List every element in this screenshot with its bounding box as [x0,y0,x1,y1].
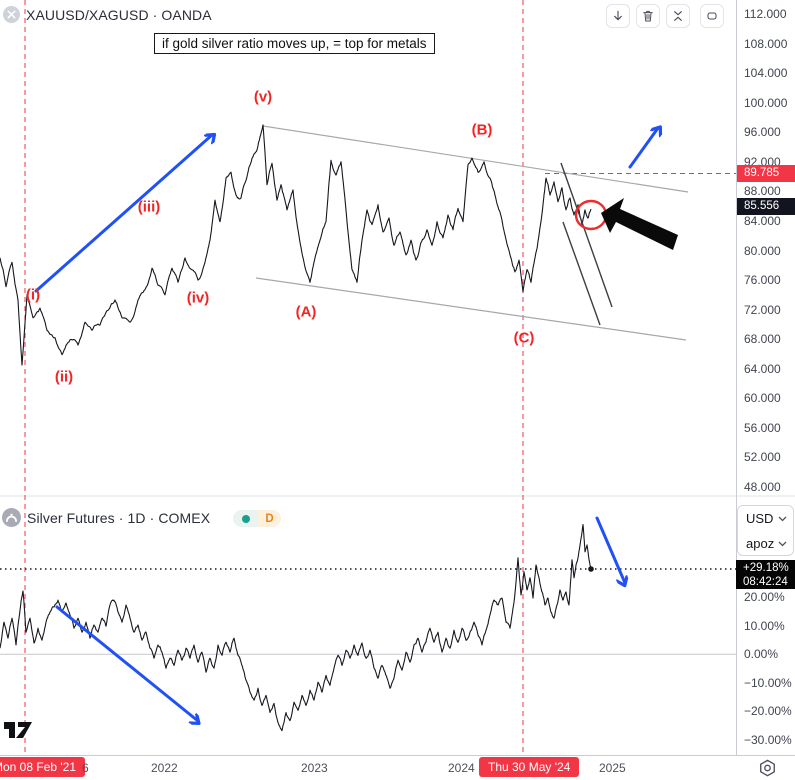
timezone-settings-button[interactable] [757,759,778,780]
year-tick-label: 2023 [301,761,328,775]
price-label-badge: 85.556 [737,198,795,215]
bottom-pane-header: Silver Futures · 1D · COMEX [2,508,210,527]
price-tick: 52.000 [744,451,781,463]
price-label-badge: 89.785 [737,165,795,182]
arrow-down-icon [610,8,626,24]
price-tick: 60.000 [744,392,781,404]
tradingview-logo[interactable] [2,720,36,740]
silver-coin-glyph [5,512,18,523]
collapse-icon [670,8,686,24]
date-badge: Thu 30 May '24 [479,757,579,777]
highlight-circle[interactable] [576,201,606,229]
price-tick: 76.000 [744,274,781,286]
collapse-pane-button[interactable] [666,4,690,28]
trash-icon [640,8,656,24]
price-tick: 100.000 [744,97,787,109]
scale-unit-box: USD apoz [737,505,794,556]
percent-tick: 10.00% [744,620,785,632]
black-pointer-arrow[interactable] [601,198,678,250]
indicator-badges: D [233,510,281,527]
year-tick-label: 2022 [151,761,178,775]
maximize-icon [704,8,720,24]
bar-countdown-timer: 08:42:24 [743,575,795,589]
price-tick: 104.000 [744,67,787,79]
silver-futures-title[interactable]: Silver Futures · 1D · COMEX [27,510,210,526]
chevron-down-icon [778,516,787,522]
elliott-wave-label[interactable]: (ii) [55,369,73,386]
status-dot-badge[interactable] [233,510,258,527]
price-tick: 72.000 [744,304,781,316]
maximize-pane-button[interactable] [700,4,724,28]
unit-value: apoz [746,536,774,551]
delayed-data-badge[interactable]: D [258,510,281,527]
elliott-wave-label[interactable]: (iv) [187,290,210,307]
wedge-trendline[interactable] [563,222,600,325]
currency-value: USD [746,511,773,526]
percent-tick: −10.00% [744,677,792,689]
top-pane-header: XAUUSD/XAGUSD · OANDA [3,6,212,23]
elliott-wave-label[interactable]: (A) [296,304,317,321]
percent-tick: −20.00% [744,705,792,717]
change-countdown-badge: +29.18% 08:42:24 [736,560,795,589]
price-tick: 64.000 [744,363,781,375]
price-tick: 80.000 [744,245,781,257]
price-tick: 108.000 [744,38,787,50]
blue-trend-arrow[interactable] [597,518,625,583]
symbol-title[interactable]: XAUUSD/XAGUSD · OANDA [26,7,212,23]
time-scale[interactable]: Mon 08 Feb '216 2022 2023 2024 Thu 30 May '2… [0,756,795,780]
tradingview-app: XAUUSD/XAGUSD · OANDA if gold silver rat… [0,0,795,780]
price-tick: 88.000 [744,185,781,197]
blue-trend-arrow[interactable] [57,607,198,721]
date-badge: Mon 08 Feb '21 [0,757,85,777]
percent-tick: 20.00% [744,591,785,603]
year-tick-label: 6 [82,761,89,775]
elliott-wave-label[interactable]: (iii) [138,199,161,216]
last-value-dot [588,566,594,572]
year-tick-label: 2024 [448,761,475,775]
close-icon [7,10,16,19]
channel-trendline[interactable] [256,278,686,340]
remove-source-icon[interactable] [3,6,20,23]
chart-note[interactable]: if gold silver ratio moves up, = top for… [154,33,435,54]
elliott-wave-label[interactable]: (B) [472,122,493,139]
percent-change-value: +29.18% [743,561,795,575]
blue-trend-arrow[interactable] [36,135,212,291]
market-open-dot-icon [242,515,250,523]
percent-tick: −30.00% [744,734,792,746]
move-pane-down-button[interactable] [606,4,630,28]
price-tick: 112.000 [744,8,787,20]
price-tick: 56.000 [744,422,781,434]
chart-canvas[interactable] [0,0,795,780]
elliott-wave-label[interactable]: (i) [26,287,40,304]
price-tick: 48.000 [744,481,781,493]
silver-futures-icon [2,508,21,527]
unit-dropdown[interactable]: apoz [738,531,793,556]
elliott-wave-label[interactable]: (C) [514,330,535,347]
silver-percent-line [0,525,591,731]
delete-pane-button[interactable] [636,4,660,28]
price-tick: 84.000 [744,215,781,227]
blue-trend-arrow[interactable] [630,128,658,167]
currency-dropdown[interactable]: USD [738,506,793,531]
pane-toolbar [606,4,724,28]
chevron-down-icon [778,541,787,547]
price-tick: 96.000 [744,126,781,138]
settings-icon [757,759,778,777]
elliott-wave-label[interactable]: (v) [254,89,272,106]
year-tick-label: 2025 [599,761,626,775]
percent-tick: 0.00% [744,648,778,660]
price-tick: 68.000 [744,333,781,345]
